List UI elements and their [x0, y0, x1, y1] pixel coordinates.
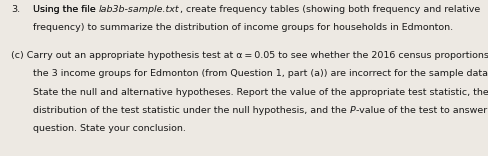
Text: -value of the test to answer the: -value of the test to answer the — [355, 106, 488, 115]
Text: P: P — [349, 106, 355, 115]
Text: (c) Carry out an appropriate hypothesis test at α = 0.05 to see whether the 2016: (c) Carry out an appropriate hypothesis … — [11, 51, 488, 60]
Text: the 3 income groups for Edmonton (from Question 1, part (a)) are incorrect for t: the 3 income groups for Edmonton (from Q… — [33, 69, 488, 78]
Text: distribution of the test statistic under the null hypothesis, and the: distribution of the test statistic under… — [33, 106, 349, 115]
Text: Using the file: Using the file — [33, 5, 99, 14]
Text: 3.: 3. — [11, 5, 20, 14]
Text: , create frequency tables (showing both frequency and relative: , create frequency tables (showing both … — [180, 5, 479, 14]
Text: frequency) to summarize the distribution of income groups for households in Edmo: frequency) to summarize the distribution… — [33, 23, 452, 32]
Text: Using the file: Using the file — [33, 5, 99, 14]
Text: State the null and alternative hypotheses. Report the value of the appropriate t: State the null and alternative hypothese… — [33, 88, 488, 97]
Text: question. State your conclusion.: question. State your conclusion. — [33, 124, 186, 133]
Text: lab3b-sample.txt: lab3b-sample.txt — [99, 5, 179, 14]
